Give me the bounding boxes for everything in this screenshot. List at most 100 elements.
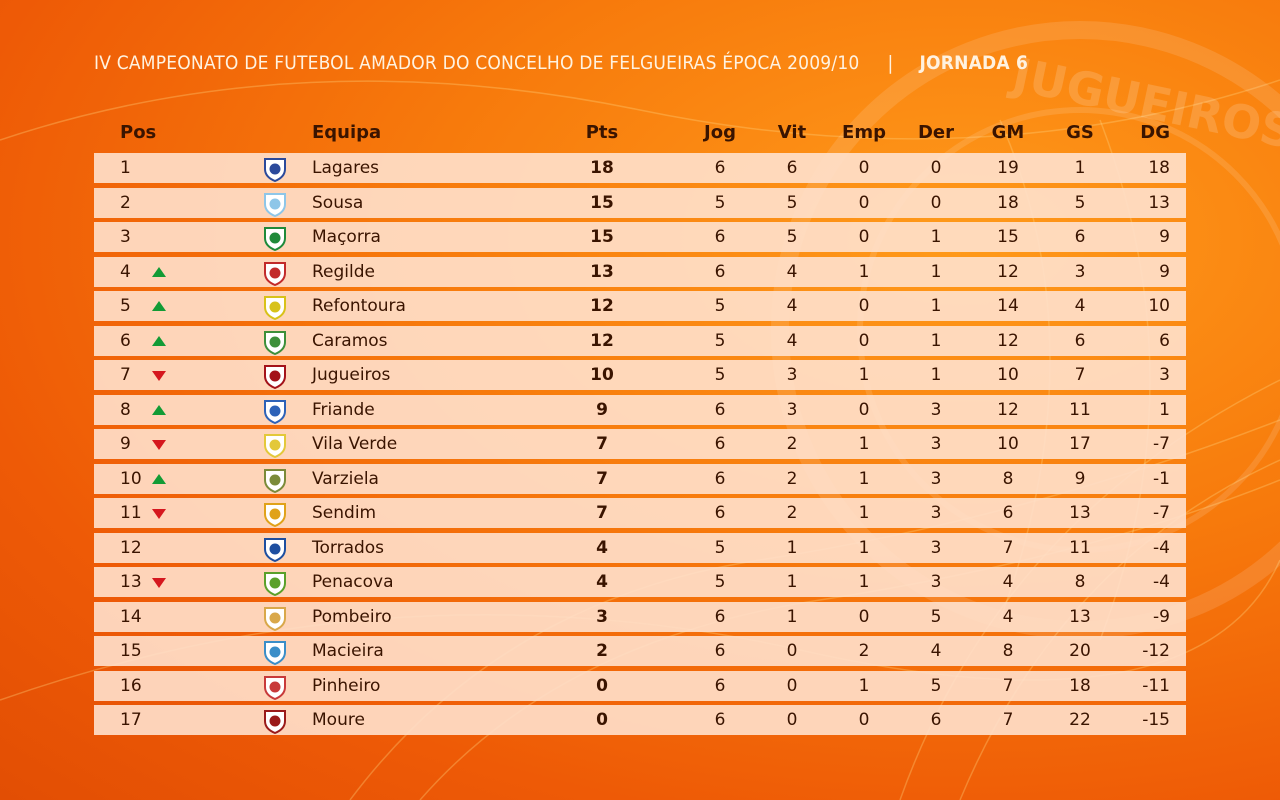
draws-cell: 1 (858, 468, 870, 489)
header-gm: GM (991, 122, 1025, 143)
goals-for-cell: 7 (1002, 710, 1014, 730)
wins-cell: 0 (786, 641, 798, 661)
losses-cell: 0 (930, 158, 942, 178)
games-played-cell: 6 (714, 503, 726, 523)
trend-cell (152, 705, 168, 735)
trend-cell (152, 498, 168, 528)
position-cell: 4 (120, 261, 131, 282)
goal-difference-cell: 13 (1148, 192, 1170, 213)
team-crest-icon (264, 261, 286, 286)
table-row: 2 Sousa 15 5 5 0 0 18 5 13 (94, 187, 1186, 218)
goals-against-cell: 6 (1074, 330, 1086, 351)
goals-against-cell: 7 (1074, 365, 1086, 385)
goals-for-cell: 4 (1002, 572, 1014, 592)
position-cell: 16 (120, 675, 142, 696)
team-name: Sendim (312, 503, 377, 523)
team-name: Sousa (312, 192, 364, 213)
wins-cell: 3 (786, 399, 798, 420)
trend-cell (152, 188, 168, 218)
championship-title: IV CAMPEONATO DE FUTEBOL AMADOR DO CONCE… (94, 52, 860, 74)
table-row: 9 Vila Verde 7 6 2 1 3 10 17 -7 (94, 429, 1186, 459)
draws-cell: 1 (858, 434, 870, 454)
points-cell: 7 (596, 468, 608, 489)
games-played-cell: 6 (714, 158, 726, 178)
draws-cell: 1 (858, 537, 870, 558)
trend-cell (152, 533, 168, 563)
losses-cell: 5 (930, 675, 942, 696)
points-cell: 13 (590, 261, 614, 282)
points-cell: 10 (590, 365, 614, 385)
points-cell: 0 (596, 675, 608, 696)
goals-for-cell: 7 (1002, 675, 1014, 696)
goals-for-cell: 4 (1002, 606, 1014, 627)
goal-difference-cell: -11 (1142, 675, 1170, 696)
trend-cell (152, 464, 168, 494)
losses-cell: 3 (930, 537, 942, 558)
goal-difference-cell: -4 (1153, 537, 1170, 558)
team-crest-cell (262, 464, 292, 494)
draws-cell: 0 (858, 296, 870, 316)
goal-difference-cell: -15 (1142, 710, 1170, 730)
points-cell: 15 (590, 192, 614, 213)
losses-cell: 1 (930, 296, 942, 316)
arrow-down-icon (152, 578, 166, 588)
table-row: 6 Caramos 12 5 4 0 1 12 6 6 (94, 325, 1186, 356)
position-cell: 6 (120, 330, 131, 351)
team-crest-icon (264, 468, 286, 493)
team-name: Jugueiros (312, 365, 391, 385)
trend-cell (152, 291, 168, 321)
losses-cell: 5 (930, 606, 942, 627)
wins-cell: 2 (786, 468, 798, 489)
games-played-cell: 6 (714, 434, 726, 454)
arrow-up-icon (152, 301, 166, 311)
table-row: 4 Regilde 13 6 4 1 1 12 3 9 (94, 256, 1186, 287)
goal-difference-cell: -1 (1153, 468, 1170, 489)
wins-cell: 2 (786, 434, 798, 454)
goal-difference-cell: -9 (1153, 606, 1170, 627)
position-cell: 15 (120, 641, 142, 661)
goals-against-cell: 9 (1074, 468, 1086, 489)
header-der: Der (917, 122, 955, 143)
arrow-up-icon (152, 266, 166, 277)
team-name: Vila Verde (312, 434, 398, 454)
jornada-label: JORNADA 6 (919, 52, 1029, 74)
trend-cell (152, 395, 168, 425)
draws-cell: 1 (858, 365, 870, 385)
team-name: Maçorra (312, 227, 381, 247)
team-name: Torrados (312, 537, 385, 558)
position-cell: 2 (120, 192, 131, 213)
position-cell: 7 (120, 365, 131, 385)
team-crest-icon (264, 158, 286, 182)
wins-cell: 4 (786, 296, 798, 316)
team-crest-icon (264, 434, 286, 458)
goals-for-cell: 19 (997, 158, 1019, 178)
team-name: Caramos (312, 330, 388, 351)
points-cell: 18 (590, 158, 614, 178)
team-crest-icon (264, 572, 286, 596)
goals-against-cell: 11 (1069, 537, 1091, 558)
games-played-cell: 5 (714, 365, 726, 385)
losses-cell: 3 (930, 572, 942, 592)
team-crest-icon (264, 641, 286, 665)
draws-cell: 0 (858, 606, 870, 627)
goal-difference-cell: 9 (1159, 261, 1170, 282)
header-jog: Jog (704, 122, 736, 143)
team-crest-cell (262, 222, 292, 252)
position-cell: 14 (120, 606, 142, 627)
team-crest-cell (262, 636, 292, 666)
goals-against-cell: 1 (1074, 158, 1086, 178)
team-crest-cell (262, 498, 292, 528)
team-crest-icon (264, 399, 286, 424)
games-played-cell: 5 (714, 537, 726, 558)
points-cell: 4 (596, 572, 608, 592)
team-name: Regilde (312, 261, 375, 282)
goal-difference-cell: 9 (1159, 227, 1170, 247)
team-crest-cell (262, 567, 292, 597)
goal-difference-cell: -12 (1142, 641, 1170, 661)
goal-difference-cell: 10 (1148, 296, 1170, 316)
position-cell: 5 (120, 296, 131, 316)
header-pos: Pos (120, 122, 157, 143)
team-name: Macieira (312, 641, 384, 661)
wins-cell: 1 (786, 572, 798, 592)
draws-cell: 0 (858, 192, 870, 213)
